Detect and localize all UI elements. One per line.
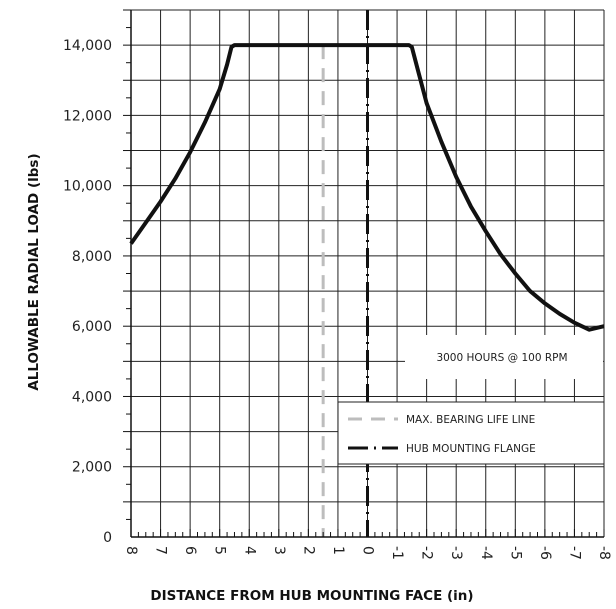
x-tick-label-16: -8 (596, 546, 612, 560)
legend-label-hub-flange: HUB MOUNTING FLANGE (406, 443, 536, 455)
y-axis-title: ALLOWABLE RADIAL LOAD (lbs) (26, 153, 42, 390)
y-tick-label-0: 0 (103, 530, 112, 546)
x-tick-label-12: -4 (478, 546, 494, 560)
x-tick-label-0: 8 (123, 546, 139, 555)
annotation-box: 3000 HOURS @ 100 RPM (405, 335, 603, 379)
x-tick-label-7: 1 (330, 546, 346, 555)
x-tick-label-4: 4 (241, 546, 257, 555)
x-tick-label-13: -5 (507, 546, 523, 560)
load-curve-group (129, 43, 605, 332)
reference-lines (321, 10, 369, 537)
x-tick-label-8: 0 (360, 546, 376, 555)
x-tick-label-11: -3 (448, 546, 464, 560)
y-tick-label-3: 6,000 (72, 319, 112, 335)
x-tick-label-5: 3 (271, 546, 287, 555)
x-tick-label-1: 7 (153, 546, 169, 555)
legend: MAX. BEARING LIFE LINE HUB MOUNTING FLAN… (337, 401, 605, 465)
y-tick-label-2: 4,000 (72, 389, 112, 405)
x-tick-label-2: 6 (182, 546, 198, 555)
y-tick-label-6: 12,000 (63, 108, 112, 124)
axes (123, 9, 605, 538)
legend-box (337, 401, 605, 465)
legend-label-bearing-line: MAX. BEARING LIFE LINE (406, 414, 535, 426)
x-tick-label-15: -7 (566, 546, 582, 560)
annotation-text: 3000 HOURS @ 100 RPM (436, 352, 567, 364)
x-tick-labels: 8 7 6 5 4 3 2 1 0 -1 -2 -3 -4 -5 -6 -7 -8 (123, 546, 612, 560)
x-tick-label-10: -2 (419, 546, 435, 560)
y-tick-label-5: 10,000 (63, 179, 112, 195)
y-tick-labels: 0 2,000 4,000 6,000 8,000 10,000 12,000 14,000 (63, 38, 112, 546)
annotation-background (405, 335, 603, 379)
x-axis-title: DISTANCE FROM HUB MOUNTING FACE (in) (150, 588, 473, 604)
y-tick-label-1: 2,000 (72, 460, 112, 476)
x-tick-label-6: 2 (300, 546, 316, 555)
x-tick-label-14: -6 (537, 546, 553, 560)
y-tick-label-4: 8,000 (72, 249, 112, 265)
x-tick-label-3: 5 (212, 546, 228, 555)
load-curve (129, 43, 605, 332)
x-tick-label-9: -1 (389, 546, 405, 560)
y-tick-label-7: 14,000 (63, 38, 112, 54)
